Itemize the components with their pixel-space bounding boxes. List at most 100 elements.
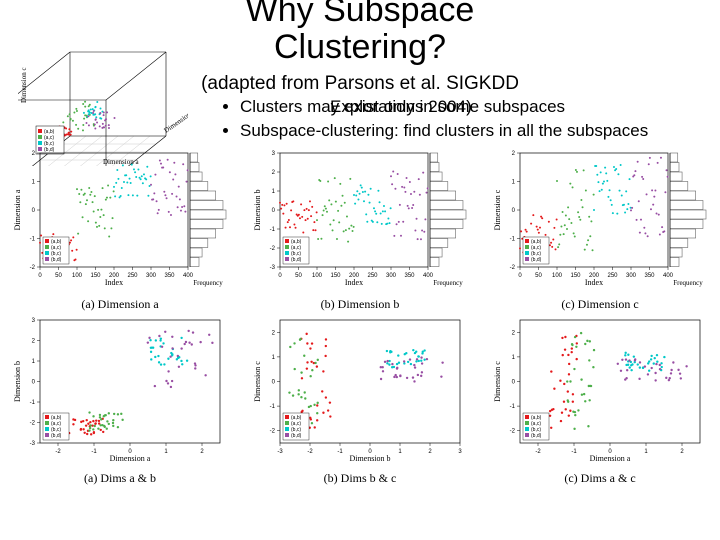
scatter-row-1d: 050100150200250300350400-2-1012IndexFreq… (0, 145, 720, 312)
title-line1: Why Subspace (246, 0, 475, 29)
svg-text:Index: Index (585, 278, 603, 287)
svg-text:1: 1 (272, 355, 276, 361)
svg-text:(b,d): (b,d) (51, 433, 62, 439)
bullet-2: Subspace-clustering: find clusters in al… (240, 121, 720, 141)
svg-text:(b,d): (b,d) (291, 257, 302, 263)
svg-text:-1: -1 (270, 404, 276, 410)
svg-text:-1: -1 (30, 400, 36, 406)
svg-text:300: 300 (386, 273, 397, 279)
svg-text:350: 350 (164, 273, 175, 279)
svg-text:Dimension b: Dimension b (349, 454, 390, 463)
svg-text:400: 400 (183, 273, 194, 279)
svg-text:Frequency: Frequency (193, 279, 223, 287)
svg-text:(b,d): (b,d) (531, 257, 542, 263)
svg-text:2: 2 (32, 338, 36, 344)
svg-text:350: 350 (644, 273, 655, 279)
svg-text:100: 100 (552, 273, 563, 279)
svg-text:0: 0 (38, 273, 42, 279)
scatter-1d-0: 050100150200250300350400-2-1012IndexFreq… (10, 145, 230, 312)
svg-text:-1: -1 (91, 449, 97, 455)
svg-text:0: 0 (32, 379, 36, 385)
svg-text:2: 2 (272, 330, 276, 336)
svg-text:300: 300 (626, 273, 637, 279)
svg-text:-3: -3 (30, 441, 36, 447)
caption: (c) Dims a & c (490, 471, 710, 486)
svg-text:-3: -3 (270, 265, 276, 271)
svg-text:(b,d): (b,d) (51, 257, 62, 263)
svg-text:-2: -2 (270, 246, 276, 252)
scatter-2d-0: -2-1012-3-2-10123Dimension aDimension b(… (10, 314, 230, 486)
svg-text:150: 150 (330, 273, 341, 279)
svg-text:350: 350 (404, 273, 415, 279)
svg-text:-1: -1 (270, 227, 276, 233)
svg-text:150: 150 (570, 273, 581, 279)
svg-text:0: 0 (278, 273, 282, 279)
svg-text:2: 2 (272, 170, 276, 176)
svg-text:Dimension c: Dimension c (493, 361, 502, 402)
svg-text:1: 1 (398, 449, 402, 455)
caption: (a) Dims a & b (10, 471, 230, 486)
svg-text:2: 2 (428, 449, 432, 455)
svg-text:Dimension b: Dimension b (253, 189, 262, 230)
svg-text:-2: -2 (30, 265, 36, 271)
svg-text:0: 0 (518, 273, 522, 279)
svg-text:1: 1 (32, 359, 36, 365)
svg-text:2: 2 (680, 449, 684, 455)
caption: (b) Dimension b (250, 297, 470, 312)
svg-text:Dimension c: Dimension c (20, 67, 28, 103)
svg-text:2: 2 (200, 449, 204, 455)
svg-text:-2: -2 (30, 420, 36, 426)
scatter-2d-1: -3-2-10123-2-1012Dimension bDimension c(… (250, 314, 470, 486)
svg-text:100: 100 (312, 273, 323, 279)
scatter-1d-1: 050100150200250300350400-3-2-10123IndexF… (250, 145, 470, 312)
svg-text:50: 50 (295, 273, 302, 279)
svg-text:50: 50 (55, 273, 62, 279)
svg-text:3: 3 (32, 318, 36, 324)
svg-text:Dimension a: Dimension a (110, 454, 151, 463)
svg-text:300: 300 (146, 273, 157, 279)
svg-text:-1: -1 (337, 449, 343, 455)
svg-text:2: 2 (32, 151, 36, 157)
svg-text:100: 100 (72, 273, 83, 279)
svg-text:150: 150 (90, 273, 101, 279)
svg-text:3: 3 (458, 449, 462, 455)
svg-text:1: 1 (512, 355, 516, 361)
svg-text:250: 250 (607, 273, 618, 279)
svg-text:1: 1 (164, 449, 168, 455)
subtitle-overlap: Explorations 2004) (330, 97, 472, 117)
svg-text:Frequency: Frequency (433, 279, 463, 287)
svg-text:3: 3 (272, 151, 276, 157)
svg-text:0: 0 (32, 208, 36, 214)
scatter-row-2d: -2 -1 0 1 2 -3 -2 -1 0 1 2 3 Dimension a Dimension b (… (0, 314, 720, 486)
svg-text:50: 50 (535, 273, 542, 279)
svg-text:-3: -3 (277, 449, 283, 455)
svg-text:Index: Index (105, 278, 123, 287)
svg-text:-1: -1 (30, 236, 36, 242)
svg-text:Dimension c: Dimension c (253, 361, 262, 402)
svg-text:0: 0 (512, 379, 516, 385)
svg-text:2: 2 (512, 330, 516, 336)
svg-text:0: 0 (272, 208, 276, 214)
svg-text:Frequency: Frequency (673, 279, 703, 287)
svg-text:400: 400 (423, 273, 434, 279)
svg-text:1: 1 (32, 179, 36, 185)
svg-text:250: 250 (127, 273, 138, 279)
svg-text:(b,d): (b,d) (531, 433, 542, 439)
svg-text:-2: -2 (510, 265, 516, 271)
svg-text:400: 400 (663, 273, 674, 279)
svg-text:Dimension c: Dimension c (493, 189, 502, 230)
svg-text:Dimension b: Dimension b (13, 361, 22, 402)
svg-text:1: 1 (512, 179, 516, 185)
svg-text:1: 1 (644, 449, 648, 455)
svg-text:-2: -2 (307, 449, 313, 455)
svg-text:-1: -1 (510, 404, 516, 410)
svg-text:1: 1 (272, 189, 276, 195)
caption: (c) Dimension c (490, 297, 710, 312)
svg-text:Dimension a: Dimension a (590, 454, 631, 463)
svg-text:-2: -2 (535, 449, 541, 455)
svg-text:2: 2 (512, 151, 516, 157)
svg-text:250: 250 (367, 273, 378, 279)
svg-text:Dimension a: Dimension a (13, 189, 22, 230)
svg-text:-1: -1 (571, 449, 577, 455)
svg-text:Index: Index (345, 278, 363, 287)
